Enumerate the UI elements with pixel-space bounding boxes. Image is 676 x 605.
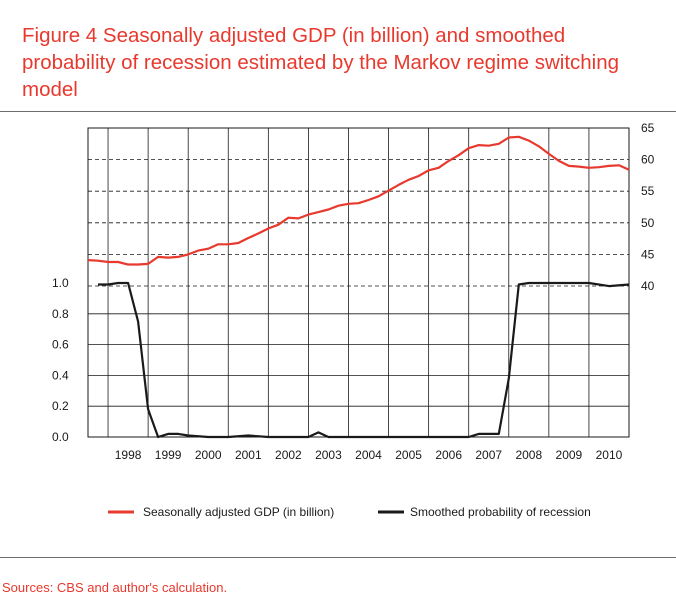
chart-title: Figure 4 Seasonally adjusted GDP (in bil… [22, 24, 620, 101]
x-tick-label: 1998 [115, 448, 142, 462]
left-tick-label: 1.0 [52, 276, 69, 290]
legend: Seasonally adjusted GDP (in billion) Smoo… [108, 505, 591, 519]
grid [87, 127, 630, 438]
series-layer [87, 135, 630, 439]
legend-label-probability: Smoothed probability of recession [410, 505, 591, 519]
right-tick-label: 50 [641, 216, 655, 230]
legend-label-gdp: Seasonally adjusted GDP (in billion) [143, 505, 334, 519]
left-tick-label: 0.6 [52, 338, 69, 352]
left-tick-label: 0.8 [52, 307, 69, 321]
gdp-series-line [87, 135, 630, 266]
x-tick-label: 2010 [596, 448, 623, 462]
x-axis: 1998 1999 2000 2001 2002 2003 2004 2005 2006 2007… [115, 448, 623, 462]
right-axis: 40 45 50 55 60 65 [641, 121, 655, 293]
recession-probability-line [98, 281, 630, 439]
x-tick-label: 2007 [475, 448, 502, 462]
x-tick-label: 1999 [155, 448, 182, 462]
right-tick-label: 60 [641, 153, 655, 167]
x-tick-label: 2008 [515, 448, 542, 462]
right-tick-label: 45 [641, 247, 655, 261]
x-tick-label: 2003 [315, 448, 342, 462]
x-tick-label: 2005 [395, 448, 422, 462]
source-note: Sources: CBS and author's calculation. [2, 580, 228, 595]
right-tick-label: 55 [641, 184, 655, 198]
chart-canvas: 0.0 0.2 0.4 0.6 0.8 1.0 40 45 50 55 60 65 1998 1999… [52, 121, 655, 519]
top-divider [0, 111, 676, 112]
right-tick-label: 65 [641, 121, 655, 135]
right-tick-label: 40 [641, 279, 655, 293]
left-tick-label: 0.0 [52, 430, 69, 444]
left-tick-label: 0.2 [52, 399, 69, 413]
left-axis: 0.0 0.2 0.4 0.6 0.8 1.0 [52, 276, 69, 444]
bottom-divider [0, 557, 676, 558]
x-tick-label: 2001 [235, 448, 262, 462]
x-tick-label: 2000 [195, 448, 222, 462]
left-tick-label: 0.4 [52, 368, 69, 382]
x-tick-label: 2006 [435, 448, 462, 462]
x-tick-label: 2009 [556, 448, 583, 462]
x-tick-label: 2004 [355, 448, 382, 462]
x-tick-label: 2002 [275, 448, 302, 462]
